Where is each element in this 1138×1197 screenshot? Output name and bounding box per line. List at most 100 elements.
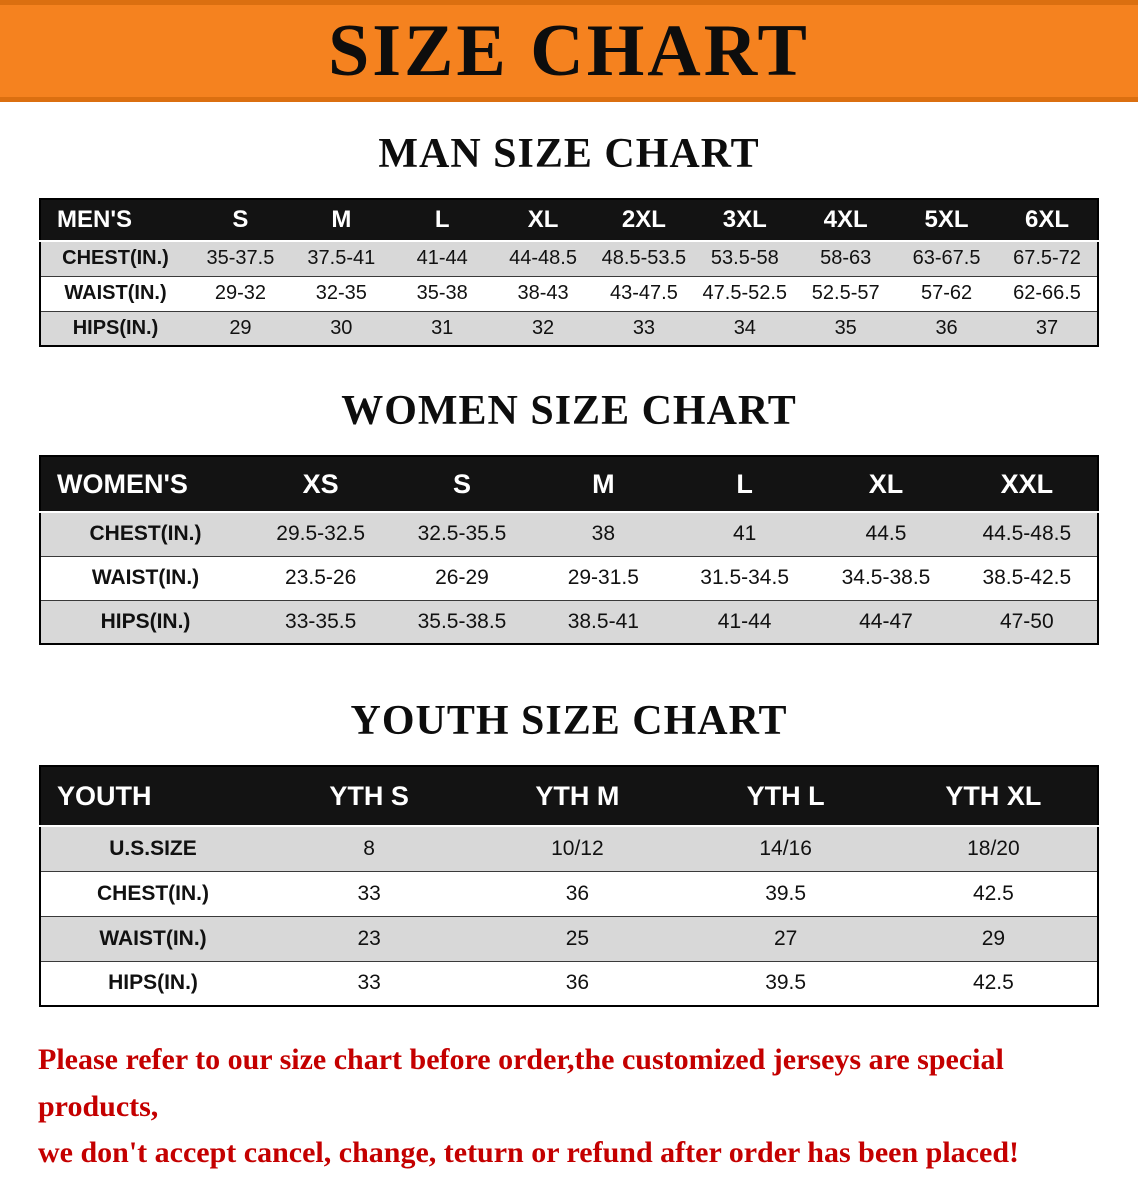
size-header-cell: L [434,206,450,233]
measure-value-cell: 34.5-38.5 [841,566,931,589]
measure-value-cell: 31 [431,316,454,339]
measure-value-cell: 41-44 [416,247,468,270]
size-header-cell: S [452,468,471,499]
measure-value-cell: 47.5-52.5 [702,282,788,304]
measure-value-cell: 8 [363,836,375,860]
size-header-cell: YTH L [746,780,825,811]
measure-label-cell: U.S.SIZE [109,836,197,860]
measure-value-cell: 32.5-35.5 [417,522,507,546]
measure-value-cell: 35-37.5 [206,247,275,270]
women-size-table: WOMEN'S XS S M L XL XXL CHEST(IN.) 29.5-32.5 32.5… [39,455,1099,645]
measure-value-cell: 35 [834,316,857,339]
table-title-cell: YOUTH [57,780,152,811]
measure-value-cell: 44-48.5 [509,247,577,270]
measure-value-cell: 43-47.5 [610,282,678,304]
size-header-cell: XS [302,468,339,499]
size-header-cell: 4XL [823,206,868,233]
table-row: HIPS(IN.) 33-35.5 35.5-38.5 38.5-41 41-44 44-… [40,600,1098,644]
table-row: CHEST(IN.) 35-37.5 37.5-41 41-44 44-48.5 48.5… [40,241,1098,276]
youth-section-heading: YOUTH SIZE CHART [350,698,788,744]
size-header-cell: 5XL [924,206,969,233]
measure-label-cell: HIPS(IN.) [72,316,159,339]
disclaimer-text: Please refer to our size chart before or… [38,1037,1100,1177]
measure-value-cell: 32-35 [315,282,367,304]
size-header-cell: XXL [1000,468,1054,499]
table-title-cell: MEN'S [57,206,133,233]
disclaimer-line-1: Please refer to our size chart before or… [38,1043,1004,1123]
measure-value-cell: 62-66.5 [1013,282,1081,304]
measure-value-cell: 38 [591,522,615,546]
measure-value-cell: 63-67.5 [912,247,981,270]
size-header-cell: XL [527,206,559,233]
measure-value-cell: 36 [565,971,590,995]
measure-value-cell: 42.5 [972,881,1014,905]
size-header-cell: YTH XL [945,780,1042,811]
measure-value-cell: 34 [733,316,756,339]
table-row: WAIST(IN.) 23.5-26 26-29 29-31.5 31.5-34.5 34… [40,556,1098,600]
women-section-heading: WOMEN SIZE CHART [341,388,797,434]
measure-label-cell: WAIST(IN.) [64,282,167,304]
measure-value-cell: 33 [357,971,381,995]
table-row: HIPS(IN.) 29 30 31 32 33 34 35 36 37 [40,311,1098,346]
measure-value-cell: 53.5-58 [710,247,779,270]
measure-value-cell: 14/16 [759,836,812,860]
table-row: CHEST(IN.) 29.5-32.5 32.5-35.5 38 41 44.5 44.5… [40,512,1098,556]
measure-value-cell: 41-44 [717,609,772,633]
size-chart-banner: SIZE CHART [0,0,1138,102]
measure-label-cell: WAIST(IN.) [91,566,200,589]
measure-value-cell: 23.5-26 [285,566,357,589]
measure-value-cell: 29-31.5 [567,566,639,589]
measure-value-cell: 44-47 [859,609,913,633]
size-header-cell: YTH S [329,780,409,811]
measure-value-cell: 35-38 [416,282,468,304]
measure-label-cell: CHEST(IN.) [62,247,169,270]
measure-value-cell: 26-29 [435,566,489,589]
measure-label-cell: CHEST(IN.) [97,881,209,905]
size-header-cell: 2XL [621,206,666,233]
measure-value-cell: 39.5 [765,881,807,905]
measure-value-cell: 33-35.5 [285,609,357,633]
measure-value-cell: 38-43 [517,282,569,304]
measure-value-cell: 36 [565,881,590,905]
measure-value-cell: 33 [357,881,381,905]
measure-value-cell: 42.5 [972,971,1014,995]
measure-value-cell: 29 [229,316,252,339]
table-row: WAIST(IN.) 29-32 32-35 35-38 38-43 43-47.5 47.… [40,276,1098,311]
measure-value-cell: 10/12 [551,836,604,860]
men-size-table: MEN'S S M L XL 2XL 3XL 4XL 5XL 6XL CHEST(IN.) 35-37… [39,198,1099,347]
measure-label-cell: WAIST(IN.) [99,926,207,950]
measure-value-cell: 35.5-38.5 [417,609,507,633]
measure-value-cell: 52.5-57 [811,282,880,304]
measure-label-cell: HIPS(IN.) [100,609,191,633]
youth-size-table: YOUTH YTH S YTH M YTH L YTH XL U.S.SIZE 8 10/12… [39,765,1099,1007]
size-header-cell: S [232,206,249,233]
measure-label-cell: HIPS(IN.) [108,971,198,995]
table-row: WAIST(IN.) 23 25 27 29 [40,916,1098,961]
measure-value-cell: 67.5-72 [1013,247,1081,270]
measure-value-cell: 39.5 [765,971,807,995]
women-size-section: WOMEN SIZE CHART WOMEN'S XS S M L XL XXL CHEST(… [0,387,1138,645]
measure-value-cell: 58-63 [820,247,872,270]
measure-value-cell: 23 [357,926,381,950]
measure-value-cell: 18/20 [967,836,1020,860]
measure-value-cell: 44.5 [865,522,907,546]
measure-value-cell: 38.5-42.5 [982,566,1072,589]
page-title: SIZE CHART [328,10,810,92]
size-header-cell: YTH M [535,780,620,811]
size-header-cell: M [331,206,352,233]
size-header-cell: 3XL [722,206,767,233]
measure-value-cell: 25 [565,926,590,950]
table-header-row: MEN'S S M L XL 2XL 3XL 4XL 5XL 6XL [40,199,1098,241]
measure-value-cell: 57-62 [920,282,973,304]
disclaimer-line-2: we don't accept cancel, change, teturn o… [38,1136,1019,1169]
table-header-row: YOUTH YTH S YTH M YTH L YTH XL [40,766,1098,826]
measure-value-cell: 36 [935,316,958,339]
measure-value-cell: 38.5-41 [567,609,639,633]
table-row: CHEST(IN.) 33 36 39.5 42.5 [40,871,1098,916]
youth-size-section: YOUTH SIZE CHART YOUTH YTH S YTH M YTH L YTH… [0,697,1138,1007]
men-section-heading: MAN SIZE CHART [378,131,760,177]
table-row: HIPS(IN.) 33 36 39.5 42.5 [40,961,1098,1006]
measure-value-cell: 29.5-32.5 [276,522,366,546]
measure-value-cell: 33 [632,316,656,339]
measure-value-cell: 32 [531,316,555,339]
